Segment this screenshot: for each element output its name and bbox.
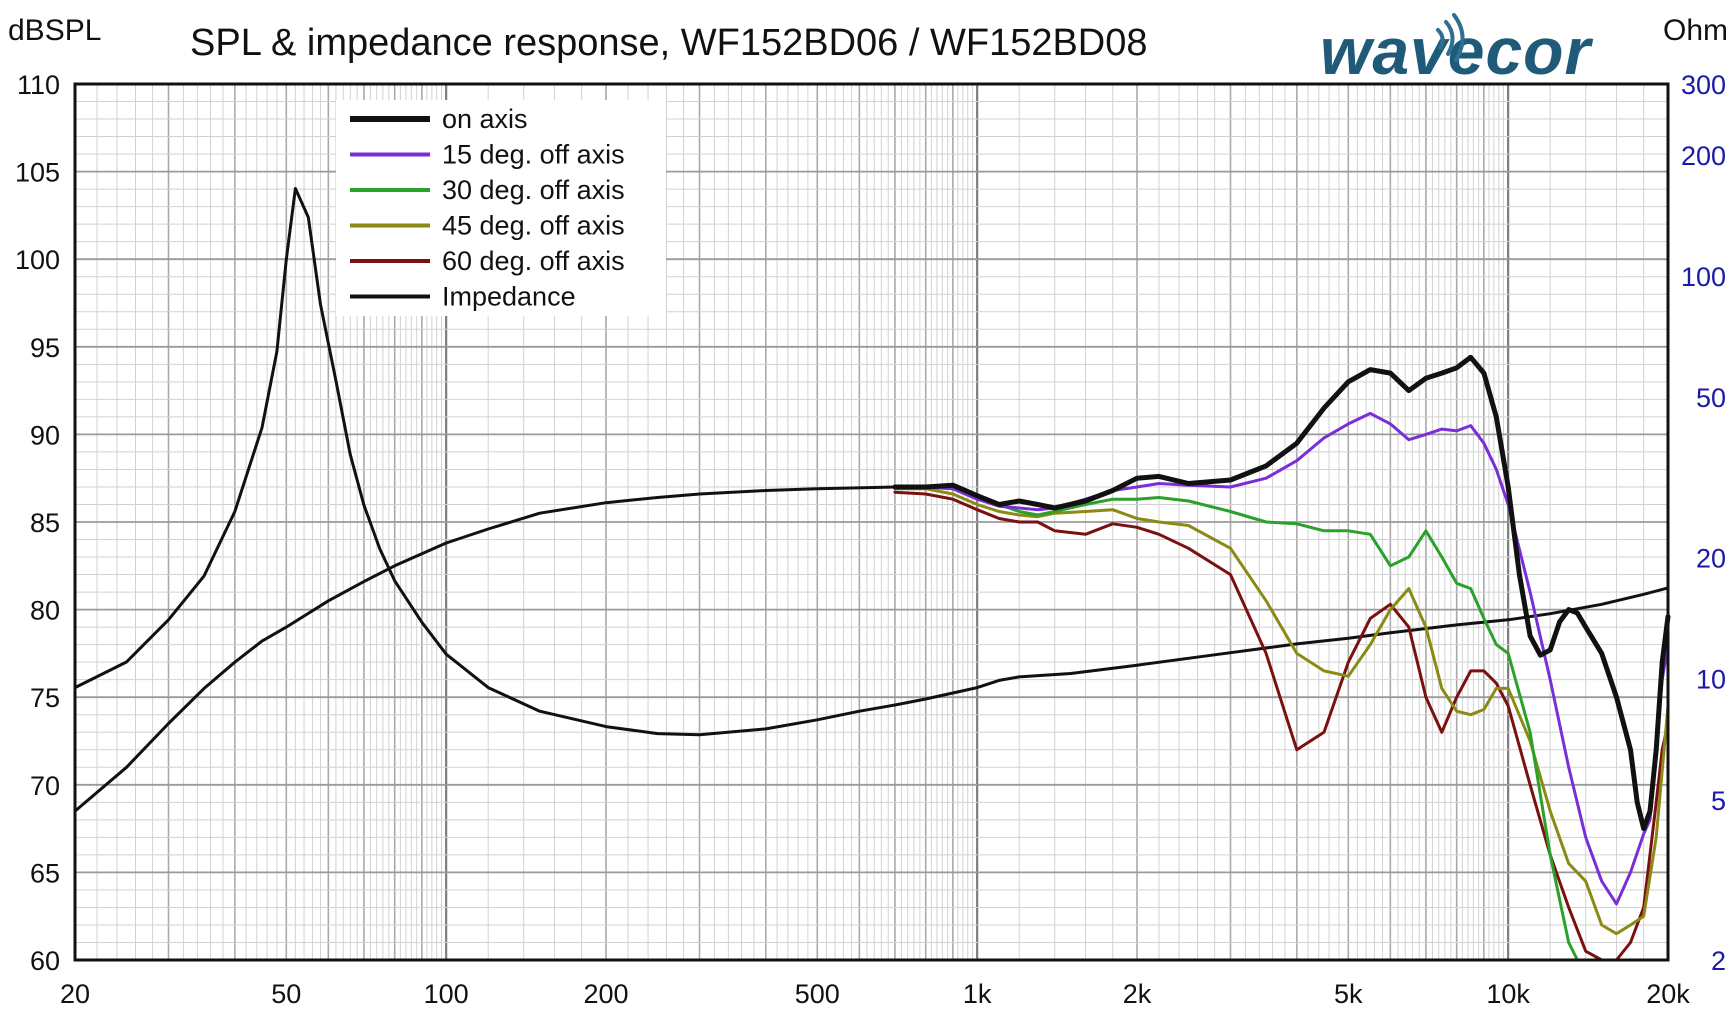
left-axis-unit: dBSPL: [8, 14, 101, 47]
y-tick-label: 85: [30, 508, 60, 538]
y2-tick-label: 20: [1696, 543, 1726, 573]
series-line: [893, 490, 1670, 962]
y-tick-label: 110: [17, 70, 60, 100]
y-tick-label: 80: [30, 596, 60, 626]
x-tick-label: 20: [60, 979, 90, 1009]
y2-tick-labels: 2 5 10 20 50 100 200 300: [1681, 70, 1726, 976]
x-tick-label: 1k: [963, 979, 992, 1009]
y2-tick-label: 5: [1711, 786, 1726, 816]
y-tick-label: 90: [30, 420, 60, 450]
wavecor-logo: wavecor: [1320, 13, 1593, 88]
series-line: [892, 354, 1671, 832]
legend-label: 60 deg. off axis: [442, 246, 625, 276]
legend-label: on axis: [442, 104, 528, 134]
y-tick-label: 70: [30, 771, 60, 801]
series-line: [893, 485, 1579, 962]
series-line: [893, 487, 1670, 936]
legend-label: 45 deg. off axis: [442, 211, 625, 241]
legend-label: 15 deg. off axis: [442, 140, 625, 170]
x-tick-label: 500: [795, 979, 840, 1009]
x-tick-label: 50: [271, 979, 301, 1009]
legend-label: Impedance: [442, 282, 576, 312]
x-tick-label: 10k: [1486, 979, 1530, 1009]
x-tick-labels: 20 50 100 200 500 1k 2k 5k 10k 20k: [60, 979, 1690, 1009]
y-tick-label: 75: [30, 683, 60, 713]
x-tick-label: 200: [583, 979, 628, 1009]
chart-grid: [75, 84, 1668, 960]
y-tick-label: 60: [30, 946, 60, 976]
x-tick-label: 20k: [1646, 979, 1690, 1009]
y-tick-label: 105: [15, 158, 60, 188]
sound-waves-icon: [1436, 13, 1465, 62]
y2-tick-label: 200: [1681, 141, 1726, 171]
y2-tick-label: 100: [1681, 262, 1726, 292]
legend-box: [336, 100, 666, 316]
y2-tick-label: 2: [1711, 946, 1726, 976]
plot-frame: [73, 82, 1670, 962]
y2-tick-label: 300: [1681, 70, 1726, 100]
y-tick-label: 100: [15, 245, 60, 275]
chart-title: SPL & impedance response, WF152BD06 / WF…: [190, 22, 1148, 64]
series-line: [73, 187, 1670, 737]
logo-wordmark: wavecor: [1320, 14, 1593, 88]
legend-label: 30 deg. off axis: [442, 175, 625, 205]
y-tick-labels: 60 65 70 75 80 85 90 95 100 105 110: [15, 70, 60, 976]
x-tick-label: 100: [424, 979, 469, 1009]
series-line: [893, 411, 1670, 906]
x-tick-label: 2k: [1123, 979, 1152, 1009]
y-tick-label: 65: [30, 858, 60, 888]
series-line: [73, 485, 897, 813]
y-tick-label: 95: [30, 333, 60, 363]
x-tick-label: 5k: [1334, 979, 1363, 1009]
y2-tick-label: 10: [1696, 665, 1726, 695]
chart-curves: [73, 187, 1671, 962]
right-axis-unit: Ohm: [1663, 14, 1728, 47]
y2-tick-label: 50: [1696, 383, 1726, 413]
legend: on axis 15 deg. off axis 30 deg. off axis 4…: [336, 100, 666, 316]
